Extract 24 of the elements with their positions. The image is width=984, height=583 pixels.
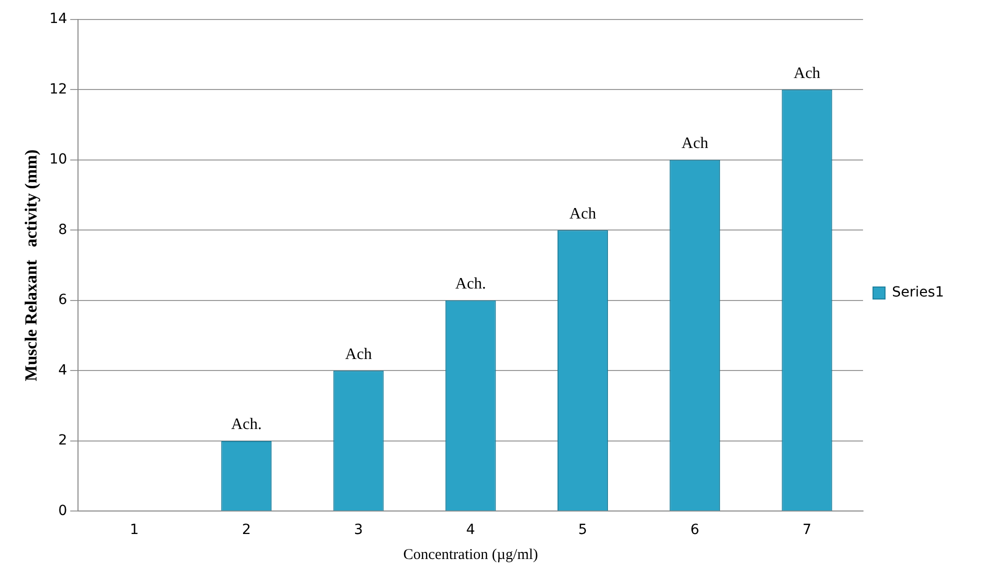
y-tick-label: 14: [49, 11, 68, 28]
data-label: Ach.: [455, 276, 486, 293]
data-label: Ach: [569, 205, 596, 222]
x-tick-label: 6: [690, 522, 700, 538]
x-tick-label: 3: [354, 522, 363, 538]
x-axis-title: Concentration (µg/ml): [403, 546, 538, 563]
x-tick-label: 2: [242, 522, 251, 538]
x-tick-label: 7: [802, 522, 812, 538]
data-label: Ach: [682, 135, 708, 152]
y-tick-label: 10: [49, 152, 68, 168]
data-label: Ach: [345, 346, 372, 363]
data-label: Ach.: [231, 416, 262, 434]
y-axis-title: Muscle Relaxant activity (mm): [22, 149, 41, 382]
y-tick-label: 2: [58, 432, 68, 449]
x-tick-label: 4: [466, 522, 476, 538]
legend-label: Series1: [892, 284, 944, 301]
y-tick-label: 4: [58, 362, 68, 378]
x-tick-label: 5: [578, 522, 588, 538]
y-tick-label: 0: [58, 502, 68, 519]
x-tick-label: 1: [130, 522, 139, 538]
y-tick-label: 6: [58, 292, 68, 308]
data-label: Ach: [794, 64, 820, 82]
y-tick-label: 12: [49, 81, 68, 98]
y-tick-label: 8: [58, 222, 68, 238]
